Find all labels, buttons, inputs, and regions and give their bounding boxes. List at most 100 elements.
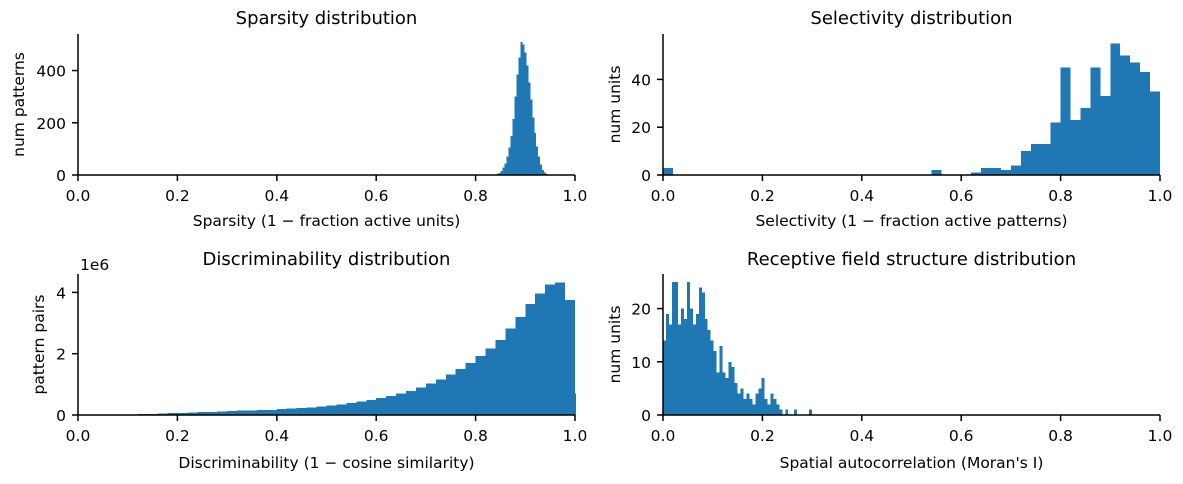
y-axis-label: num patterns [10, 52, 28, 157]
histogram-bar [256, 410, 267, 415]
histogram-bar [542, 169, 545, 175]
histogram-bar [538, 156, 541, 175]
y-tick-label: 20 [631, 119, 651, 137]
histogram-bar [555, 282, 566, 415]
x-tick-label: 0.0 [651, 427, 676, 445]
histogram-bar [266, 409, 277, 415]
histogram-bar [1020, 151, 1031, 175]
histogram-bar [809, 409, 813, 415]
histogram-bar [502, 167, 505, 175]
histogram-bar [725, 377, 729, 415]
histogram-bar [1060, 67, 1071, 175]
histogram-bar [535, 293, 546, 415]
histogram-bar [518, 57, 521, 175]
histogram-bar [366, 399, 377, 415]
histogram-bar [508, 147, 511, 175]
y-tick-label: 4 [56, 284, 66, 302]
x-tick-label: 0.2 [750, 427, 775, 445]
histogram-bar [710, 340, 714, 415]
chart-panel-4: 0.0 0.2 0.4 0.6 0.8 1.0 0 10 20 Receptive field s… [606, 249, 1172, 472]
y-axis-label: num units [606, 66, 624, 144]
histogram-bar [1150, 91, 1160, 175]
histogram-bar [346, 403, 357, 415]
histogram-bar [485, 348, 496, 415]
histogram-bar [526, 65, 529, 175]
y-tick-label: 0 [641, 407, 651, 425]
x-tick-label: 0.4 [264, 427, 289, 445]
histogram-bar [545, 284, 556, 415]
x-axis-label: Sparsity (1 − fraction active units) [193, 212, 461, 230]
x-axis-label: Spatial autocorrelation (Moran's I) [780, 454, 1044, 472]
histogram-bar [207, 411, 218, 415]
x-tick-label: 0.2 [750, 187, 775, 205]
y-axis-label: pattern pairs [30, 295, 48, 395]
y-tick-label: 0 [56, 407, 66, 425]
histogram-bar [187, 412, 198, 415]
histogram-bar [435, 379, 446, 415]
chart-panel-3: 0.0 0.2 0.4 0.6 0.8 1.0 0 2 4 Discriminability di… [30, 249, 587, 472]
histogram-bar [746, 393, 750, 415]
histogram-bar [506, 156, 509, 175]
histogram-bars [663, 43, 1160, 176]
histogram-bar [785, 409, 789, 415]
histogram-bar [686, 281, 690, 415]
histogram-bar [167, 413, 178, 415]
histogram-bar [770, 393, 774, 415]
histogram-bar [764, 399, 768, 415]
histogram-bar [713, 351, 717, 415]
histogram-bar [510, 135, 513, 175]
histogram-bar [731, 367, 735, 415]
histogram-bar [719, 345, 723, 415]
x-tick-label: 0.8 [463, 427, 488, 445]
histogram-bar [500, 171, 503, 175]
histogram-bar [286, 408, 297, 415]
histogram-bar [540, 164, 543, 175]
histogram-bar [1070, 120, 1081, 175]
histogram-bar [532, 117, 535, 175]
histogram-bar [520, 41, 523, 175]
histogram-bar [445, 374, 456, 415]
histogram-bar [498, 172, 501, 175]
histogram-bar [157, 413, 168, 415]
histogram-bar [1100, 96, 1111, 175]
histogram-bar [276, 409, 287, 415]
histogram-bar [931, 170, 942, 175]
histogram-bar [306, 407, 317, 415]
y-tick-label: 0 [56, 167, 66, 185]
histogram-bars [663, 281, 813, 415]
x-tick-label: 0.0 [651, 187, 676, 205]
histogram-bar [1130, 62, 1141, 175]
y-tick-label: 0 [641, 167, 651, 185]
histogram-bar [227, 411, 238, 415]
y-axis-label: num units [606, 306, 624, 384]
x-tick-label: 0.2 [165, 427, 190, 445]
histogram-bar [515, 316, 526, 415]
histogram-bar [707, 329, 711, 415]
chart-title: Receptive field structure distribution [747, 249, 1076, 270]
x-tick-label: 0.4 [264, 187, 289, 205]
histogram-bar [524, 52, 527, 175]
histogram-bar [668, 324, 672, 415]
histogram-bar [663, 340, 666, 415]
y-tick-label: 2 [56, 346, 66, 364]
histogram-bar [356, 401, 367, 415]
x-tick-label: 0.6 [364, 427, 389, 445]
histogram-bar [522, 44, 525, 175]
histogram-bar [504, 163, 507, 175]
x-tick-label: 1.0 [563, 187, 588, 205]
histogram-bars [117, 282, 576, 415]
histogram-bar [991, 167, 1001, 175]
histogram-bar [544, 172, 547, 175]
x-tick-label: 0.2 [165, 187, 190, 205]
histogram-bar [740, 388, 744, 415]
histogram-bar [761, 377, 765, 415]
histogram-bar [197, 412, 208, 415]
histogram-bar [695, 313, 699, 415]
histogram-bar [677, 324, 681, 415]
x-tick-label: 0.6 [949, 427, 974, 445]
histogram-bar [475, 356, 486, 415]
histogram-bar [516, 74, 519, 175]
histogram-bar [767, 404, 771, 415]
histogram-bar [752, 404, 756, 415]
x-tick-label: 1.0 [563, 427, 588, 445]
